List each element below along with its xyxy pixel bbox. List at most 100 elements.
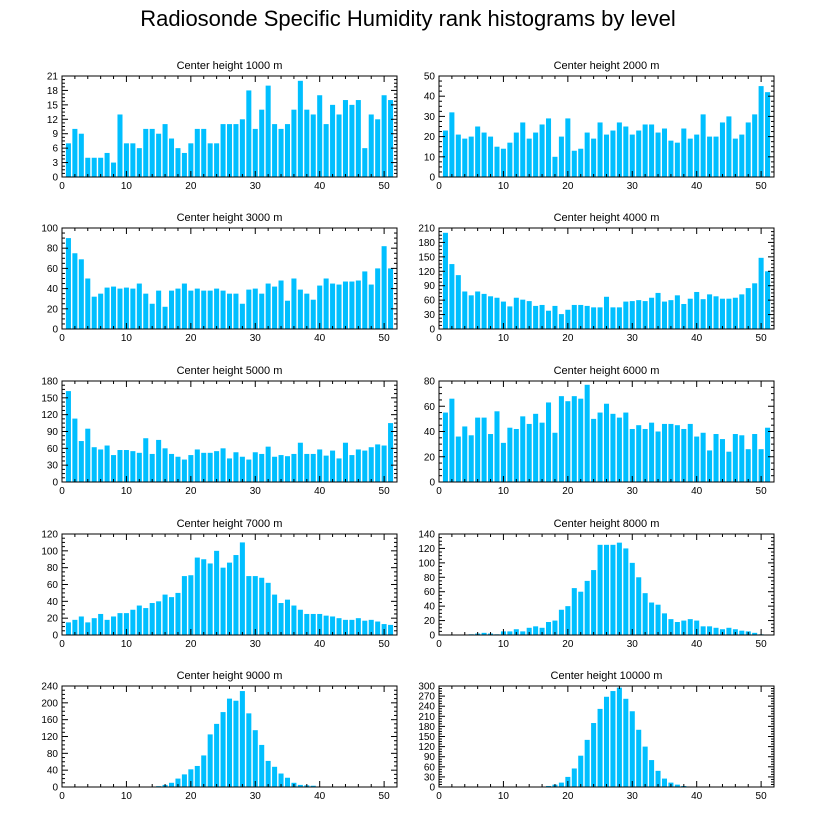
- chart-2-bar-3: [455, 134, 461, 177]
- chart-6-bar-33: [649, 422, 655, 482]
- chart-4-bar-15: [533, 305, 539, 329]
- chart-7-bar-30: [252, 576, 258, 635]
- chart-3-bar-13: [143, 293, 149, 329]
- chart-4-xlabel-40: 40: [691, 333, 703, 344]
- chart-6-bar-21: [571, 396, 577, 482]
- chart-1-bar-34: [278, 128, 284, 177]
- chart-2-bar-20: [565, 118, 571, 177]
- chart-2-bar-42: [707, 136, 713, 177]
- chart-3-bar-30: [252, 288, 258, 329]
- chart-10-xlabel-50: 50: [756, 791, 768, 802]
- chart-6-bar-18: [552, 432, 558, 482]
- chart-3-xlabel-20: 20: [185, 333, 197, 344]
- chart-9-bar-28: [239, 691, 245, 787]
- chart-5-bar-34: [278, 455, 284, 482]
- chart-2-ylabel-0: 0: [429, 173, 435, 184]
- chart-3-xlabel-40: 40: [314, 333, 326, 344]
- chart-2-bar-21: [571, 150, 577, 177]
- chart-8-xlabel-0: 0: [436, 639, 442, 650]
- chart-2-bar-40: [694, 134, 700, 177]
- chart-1-bar-49: [375, 119, 381, 177]
- chart-2-bar-46: [732, 138, 738, 177]
- chart-2-bar-23: [584, 132, 590, 177]
- chart-3-ylabel-60: 60: [47, 264, 59, 275]
- chart-2-bar-12: [513, 132, 519, 177]
- chart-8-bar-49: [752, 632, 758, 635]
- chart-10-ylabel-300: 300: [418, 682, 435, 693]
- chart-6-bar-12: [513, 428, 519, 482]
- chart-8-bar-32: [642, 593, 648, 635]
- chart-5-bar-25: [220, 448, 226, 482]
- chart-4-bar-36: [668, 300, 674, 329]
- chart-4-bar-7: [481, 293, 487, 329]
- chart-4-ylabel-210: 210: [418, 224, 435, 235]
- chart-3-bar-45: [349, 281, 355, 329]
- chart-2-bar-17: [546, 118, 552, 177]
- chart-2-ylabel-20: 20: [424, 132, 436, 143]
- chart-2-bar-27: [610, 130, 616, 177]
- chart-10-ylabel-270: 270: [418, 692, 435, 703]
- chart-1-xlabel-10: 10: [121, 181, 133, 192]
- chart-3-bar-7: [104, 287, 110, 329]
- chart-3-bar-4: [85, 278, 91, 329]
- chart-10-ylabel-180: 180: [418, 722, 435, 733]
- chart-1-ylabel-15: 15: [47, 100, 59, 111]
- chart-6-bar-34: [655, 431, 661, 482]
- chart-8-bar-41: [700, 626, 706, 635]
- chart-9-xlabel-0: 0: [59, 791, 65, 802]
- chart-7-bar-36: [291, 605, 297, 635]
- chart-5-bar-30: [252, 452, 258, 482]
- chart-6-bar-11: [507, 427, 513, 482]
- chart-1-xlabel-30: 30: [250, 181, 262, 192]
- chart-4-title: Center height 4000 m: [554, 212, 660, 224]
- chart-6-ylabel-40: 40: [424, 427, 436, 438]
- chart-9-bar-23: [207, 734, 213, 787]
- chart-10-ylabel-150: 150: [418, 732, 435, 743]
- chart-8-title: Center height 8000 m: [554, 518, 660, 530]
- chart-8-bar-28: [616, 542, 622, 635]
- chart-5-ylabel-60: 60: [47, 444, 59, 455]
- chart-6-bar-51: [765, 427, 771, 482]
- chart-2-bar-38: [681, 128, 687, 177]
- chart-4-bar-19: [558, 314, 564, 329]
- chart-7-bar-15: [156, 601, 162, 635]
- chart-2-bar-13: [520, 122, 526, 177]
- chart-2-bar-9: [494, 146, 500, 177]
- chart-7-bar-46: [355, 618, 361, 635]
- chart-7-bar-42: [330, 616, 336, 635]
- chart-5-bar-43: [336, 458, 342, 482]
- chart-4-bar-27: [610, 307, 616, 329]
- chart-8-bar-22: [578, 591, 584, 635]
- chart-6-bar-8: [488, 434, 494, 482]
- chart-6-bar-27: [610, 413, 616, 482]
- chart-2-bar-43: [713, 136, 719, 177]
- chart-9-ylabel-200: 200: [41, 698, 58, 709]
- chart-2-title: Center height 2000 m: [554, 60, 660, 72]
- chart-2-bar-10: [500, 148, 506, 177]
- chart-7-bar-12: [136, 605, 142, 635]
- chart-4-ylabel-180: 180: [418, 238, 435, 249]
- chart-7-bar-1: [65, 622, 71, 636]
- chart-4-bar-45: [726, 298, 732, 329]
- chart-9-ylabel-240: 240: [41, 682, 58, 693]
- chart-1-xlabel-40: 40: [314, 181, 326, 192]
- chart-6-bar-32: [642, 428, 648, 482]
- chart-8-bar-14: [526, 627, 532, 635]
- chart-10-ylabel-90: 90: [424, 752, 436, 763]
- chart-4-bar-39: [687, 298, 693, 329]
- chart-7-bar-19: [181, 576, 187, 635]
- chart-4-bar-31: [636, 300, 642, 329]
- chart-2-bar-45: [726, 116, 732, 177]
- chart-1-bar-48: [368, 114, 374, 177]
- chart-6-bar-10: [500, 442, 506, 482]
- chart-8-bar-47: [739, 630, 745, 635]
- chart-7-ylabel-0: 0: [52, 631, 58, 642]
- chart-8-ylabel-20: 20: [424, 616, 436, 627]
- chart-1-bar-31: [259, 109, 265, 177]
- chart-4-bar-2: [449, 264, 455, 329]
- chart-4-bar-25: [597, 307, 603, 329]
- chart-3-ylabel-20: 20: [47, 304, 59, 315]
- chart-2-bar-11: [507, 142, 513, 177]
- chart-9-xlabel-10: 10: [121, 791, 133, 802]
- chart-9-title: Center height 9000 m: [177, 670, 283, 682]
